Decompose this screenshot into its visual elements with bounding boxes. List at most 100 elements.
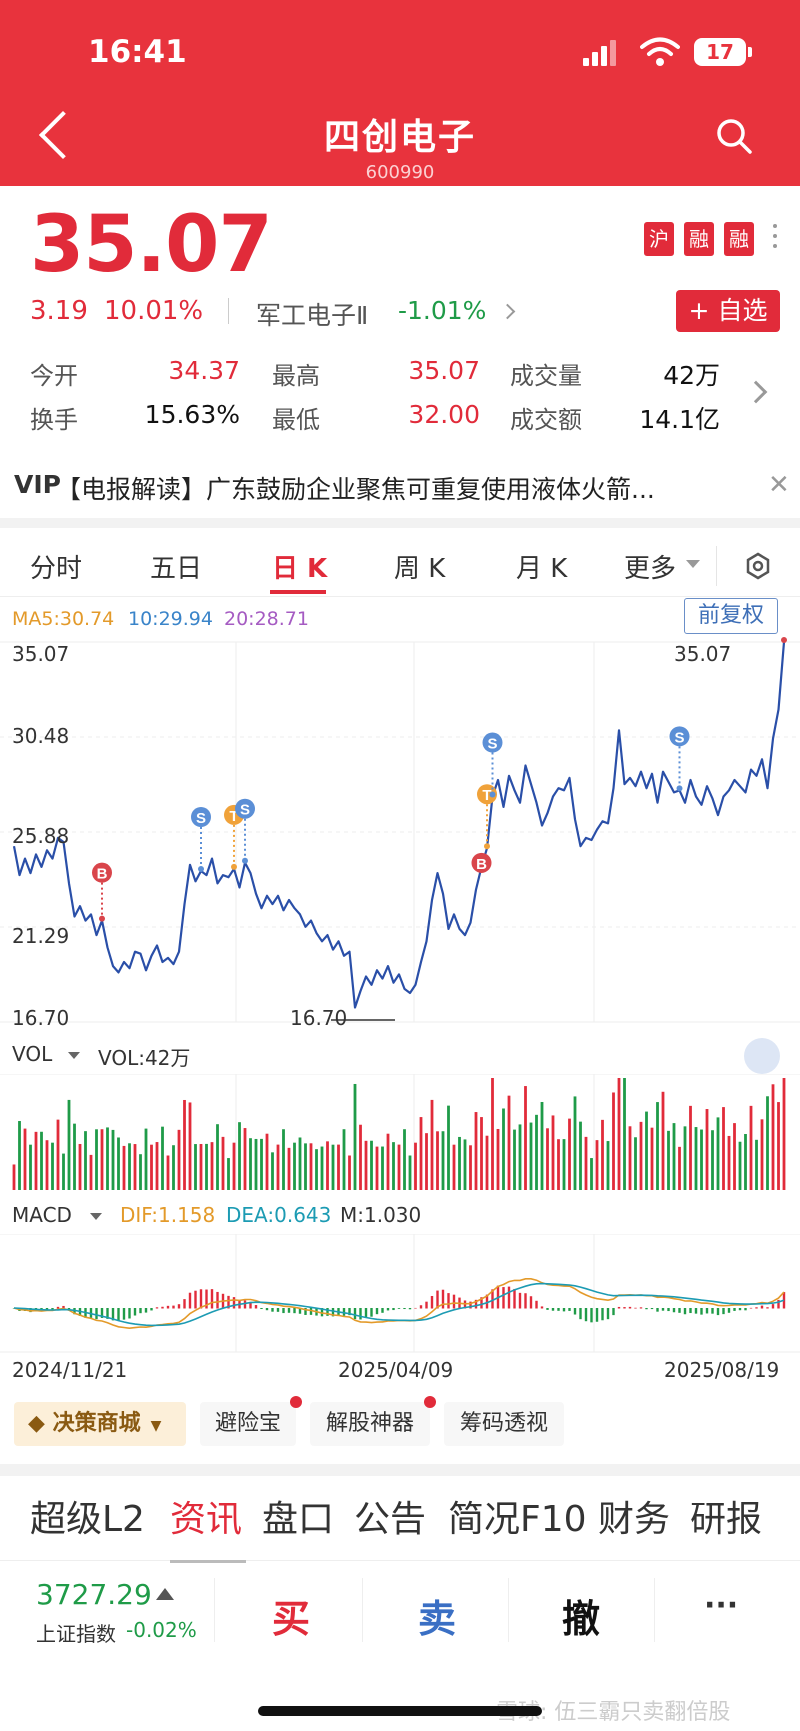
marker-dot [781, 637, 787, 643]
macd-bar [260, 1308, 263, 1310]
y-tick-label: 16.70 [12, 1006, 70, 1030]
macd-bar [150, 1308, 153, 1311]
stat-label: 最低 [272, 406, 320, 434]
tab-intraday[interactable]: 分时 [30, 554, 83, 584]
macd-bar [590, 1308, 593, 1323]
volume-bar [634, 1137, 637, 1190]
stat-label: 成交量 [510, 362, 582, 390]
dropdown-icon[interactable] [90, 1213, 102, 1220]
tab-weekly-k[interactable]: 周 K [394, 554, 446, 584]
tab-monthly-k[interactable]: 月 K [516, 554, 568, 584]
volume-bar [645, 1111, 648, 1190]
volume-bar [326, 1141, 329, 1190]
tab-finance[interactable]: 财务 [598, 1499, 671, 1540]
macd-bar [392, 1308, 395, 1311]
y-tick-label: 30.48 [12, 724, 70, 748]
volume-bar [590, 1158, 593, 1190]
max-price-label: 35.07 [674, 642, 732, 666]
chevron-right-icon[interactable] [499, 303, 516, 320]
volume-bar [12, 1164, 16, 1190]
more-icon[interactable]: ··· [704, 1588, 739, 1623]
tool-button[interactable]: 筹码透视 [444, 1402, 564, 1446]
volume-bar [232, 1142, 236, 1190]
cancel-order-button[interactable]: 撤 [562, 1597, 601, 1641]
macd-bar [760, 1305, 764, 1309]
macd-bar [727, 1308, 731, 1313]
macd-bar [678, 1308, 681, 1313]
tab-news[interactable]: 资讯 [170, 1499, 243, 1540]
more-vertical-icon[interactable] [772, 224, 778, 256]
index-value[interactable]: 3727.29 [36, 1578, 152, 1611]
adjust-mode-button[interactable]: 前复权 [684, 598, 778, 634]
volume-bar [474, 1112, 478, 1190]
sector-change[interactable]: -1.01% [398, 296, 487, 325]
tab-more[interactable]: 更多 [624, 554, 677, 584]
search-icon[interactable] [716, 118, 752, 154]
tab-daily-k[interactable]: 日 K [272, 554, 328, 584]
volume-bar [265, 1133, 269, 1190]
margin-tag-2: 融 [724, 222, 754, 256]
dropdown-icon[interactable] [68, 1052, 80, 1059]
zoom-icon[interactable] [744, 1038, 780, 1074]
dropdown-icon[interactable] [686, 560, 700, 568]
tool-button[interactable]: 解股神器 [310, 1396, 436, 1446]
price-change-pct: 10.01% [104, 296, 204, 326]
news-headline[interactable]: 【电报解读】广东鼓励企业聚焦可重复使用液体火箭... [56, 475, 655, 504]
trade-marker-label: T [482, 787, 491, 804]
volume-bar [463, 1139, 467, 1190]
volume-bar [683, 1126, 687, 1190]
macd-bar [419, 1305, 423, 1309]
volume-bar [287, 1147, 291, 1190]
sector-name[interactable]: 军工电子Ⅱ [256, 301, 369, 330]
macd-bar [403, 1308, 406, 1310]
macd-bar [144, 1308, 148, 1313]
volume-bar [507, 1095, 511, 1190]
macd-bar [188, 1292, 192, 1309]
home-indicator[interactable] [258, 1706, 542, 1716]
volume-bar [557, 1139, 560, 1190]
news-ticker[interactable]: VIP 【电报解读】广东鼓励企业聚焦可重复使用液体火箭... [0, 460, 800, 518]
macd-bar [595, 1308, 599, 1322]
macd-bar [177, 1304, 181, 1309]
macd-bar [117, 1308, 120, 1322]
tab-research[interactable]: 研报 [690, 1499, 763, 1540]
macd-bar [650, 1308, 654, 1310]
volume-bar [40, 1131, 43, 1190]
tab-announcements[interactable]: 公告 [354, 1499, 427, 1540]
volume-bar [480, 1117, 483, 1190]
macd-bar [128, 1308, 131, 1319]
tab-level2[interactable]: 超级L2 [30, 1499, 145, 1540]
tool-button[interactable]: 避险宝 [200, 1396, 302, 1446]
volume-bar [485, 1135, 489, 1190]
vol-selector[interactable]: VOL [12, 1042, 53, 1066]
tab-f10[interactable]: 简况F10 [448, 1499, 587, 1540]
add-watchlist-button[interactable]: + 自选 [676, 290, 780, 332]
chevron-right-icon[interactable] [744, 380, 768, 404]
volume-bar [56, 1119, 60, 1190]
tab-five-day[interactable]: 五日 [150, 554, 203, 584]
macd-bar [166, 1305, 170, 1309]
macd-bar [744, 1308, 747, 1311]
volume-bar [392, 1142, 395, 1190]
volume-bar [540, 1101, 544, 1190]
price-chart[interactable]: BSTSBTSSB [0, 636, 800, 1036]
macd-bar [485, 1294, 489, 1309]
macd-selector[interactable]: MACD [12, 1203, 72, 1227]
decision-mall-button[interactable]: ◆ 决策商城 ▼ [14, 1402, 186, 1446]
tab-orderbook[interactable]: 盘口 [262, 1499, 335, 1540]
settings-icon[interactable] [744, 552, 772, 580]
volume-chart [0, 1074, 800, 1190]
diamond-icon: ◆ [28, 1411, 53, 1436]
volume-bar [661, 1091, 665, 1190]
x-tick-label: 2025/08/19 [664, 1358, 780, 1382]
expand-up-icon[interactable] [156, 1588, 174, 1600]
macd-bar [656, 1308, 659, 1312]
volume-bar [183, 1099, 186, 1190]
volume-bar [672, 1123, 676, 1190]
macd-bar [667, 1308, 670, 1312]
volume-bar [584, 1136, 588, 1190]
sell-button[interactable]: 卖 [418, 1597, 457, 1641]
close-icon[interactable]: ✕ [768, 470, 790, 500]
volume-bar [172, 1145, 175, 1190]
buy-button[interactable]: 买 [272, 1597, 311, 1641]
